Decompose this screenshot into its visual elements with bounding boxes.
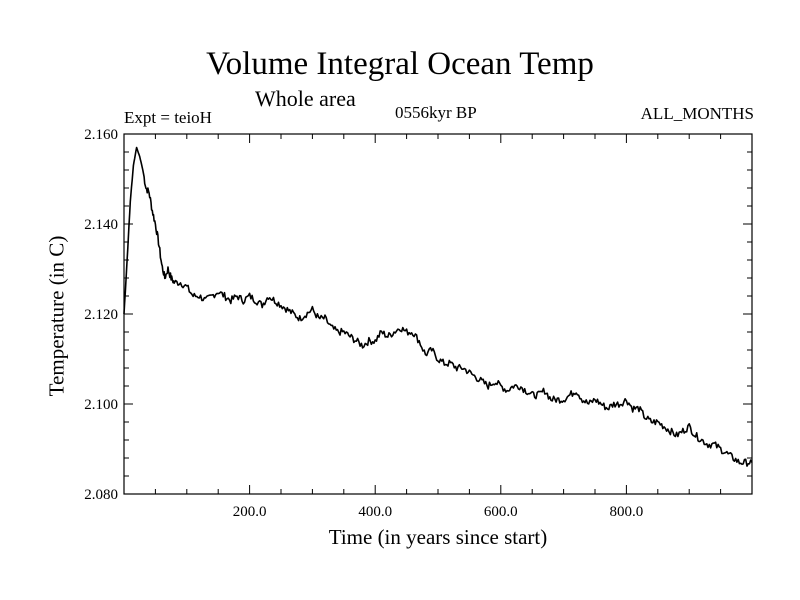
y-tick-label: 2.160 (84, 127, 118, 143)
plot-frame (123, 133, 753, 495)
y-tick-label: 2.100 (84, 397, 118, 413)
experiment-label: Expt = teioH (124, 108, 212, 127)
x-tick-label: 400.0 (358, 504, 392, 520)
series-line (123, 146, 753, 467)
x-tick-label: 200.0 (233, 504, 267, 520)
period-label: 0556kyr BP (395, 103, 477, 122)
x-tick-label: 600.0 (484, 504, 518, 520)
months-label: ALL_MONTHS (640, 104, 754, 123)
tick-labels: 200.0 400.0 600.0 800.0 2.080 2.100 2.120 2.140… (84, 127, 643, 520)
y-tick-label: 2.080 (84, 487, 118, 503)
chart-title: Volume Integral Ocean Temp (206, 46, 594, 82)
y-tick-label: 2.120 (84, 307, 118, 323)
x-tick-label: 800.0 (610, 504, 644, 520)
series-group (123, 146, 753, 467)
y-tick-label: 2.140 (84, 217, 118, 233)
chart-subtitle: Whole area (255, 86, 356, 111)
axis-ticks (124, 134, 752, 494)
x-axis-label: Time (in years since start) (328, 525, 548, 549)
